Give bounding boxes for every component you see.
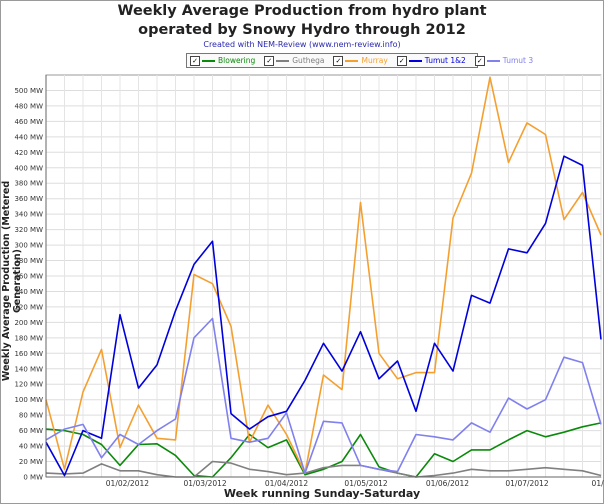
legend-swatch-tumut-3 xyxy=(486,59,500,62)
chart-title-line-1: Weekly Average Production from hydro pla… xyxy=(117,3,487,19)
x-axis-label: Week running Sunday-Saturday xyxy=(223,487,421,500)
legend-swatch-guthega xyxy=(276,59,290,62)
legend-label-murray: Murray xyxy=(361,56,388,65)
x-tick-label: 01/06/2012 xyxy=(426,479,469,488)
y-tick-label: 80 MW xyxy=(19,412,43,420)
y-tick-label: 220 MW xyxy=(14,303,43,311)
legend-item-tumut-1-2[interactable]: ✓ Tumut 1&2 xyxy=(394,55,466,66)
x-tick-label: 01/05/2012 xyxy=(344,479,387,488)
legend-swatch-murray xyxy=(345,59,359,62)
series-line-guthega xyxy=(45,460,602,478)
checkbox-checked-icon[interactable]: ✓ xyxy=(264,55,275,66)
series-line-murray xyxy=(45,76,602,474)
legend-item-guthega[interactable]: ✓ Guthega xyxy=(261,55,325,66)
legend-item-murray[interactable]: ✓ Murray xyxy=(330,55,388,66)
legend-swatch-blowering xyxy=(202,59,215,62)
x-tick-label: 01/04/2012 xyxy=(265,479,308,488)
y-tick-label: 460 MW xyxy=(14,118,43,126)
y-tick-label: 200 MW xyxy=(14,319,43,327)
y-tick-label: 320 MW xyxy=(14,226,43,234)
y-tick-label: 40 MW xyxy=(19,443,43,451)
y-tick-label: 500 MW xyxy=(14,87,43,95)
legend-label-tumut-3: Tumut 3 xyxy=(502,56,534,65)
y-tick-label: 340 MW xyxy=(14,211,43,219)
checkbox-checked-icon[interactable]: ✓ xyxy=(474,55,485,66)
y-tick-label: 420 MW xyxy=(14,149,43,157)
checkbox-checked-icon[interactable]: ✓ xyxy=(396,55,407,66)
y-tick-label: 360 MW xyxy=(14,195,43,203)
chart-title-line-2: operated by Snowy Hydro through 2012 xyxy=(138,22,466,38)
chart-title: Weekly Average Production from hydro pla… xyxy=(0,2,604,40)
x-tick-label: 01/07/2012 xyxy=(505,479,548,488)
y-tick-label: 20 MW xyxy=(19,458,43,466)
legend-label-guthega: Guthega xyxy=(292,56,325,65)
legend-label-blowering: Blowering xyxy=(218,56,256,65)
y-tick-label: 60 MW xyxy=(19,427,43,435)
y-tick-label: 400 MW xyxy=(14,164,43,172)
legend-swatch-tumut-1-2 xyxy=(408,59,422,62)
x-tick-label: 01/02/2012 xyxy=(106,479,149,488)
y-tick-label: 260 MW xyxy=(14,273,43,281)
series-line-tumut-1-2 xyxy=(45,155,602,477)
checkbox-checked-icon[interactable]: ✓ xyxy=(190,55,200,66)
y-tick-label: 300 MW xyxy=(14,242,43,250)
y-tick-label: 160 MW xyxy=(14,350,43,358)
legend-label-tumut-1-2: Tumut 1&2 xyxy=(424,56,466,65)
y-tick-label: 240 MW xyxy=(14,288,43,296)
legend-item-blowering[interactable]: ✓ Blowering xyxy=(187,55,256,66)
checkbox-checked-icon[interactable]: ✓ xyxy=(333,55,344,66)
y-tick-label: 440 MW xyxy=(14,133,43,141)
chart-legend: ✓ Blowering ✓ Guthega ✓ Murray ✓ Tumut 1… xyxy=(186,53,533,68)
y-tick-label: 380 MW xyxy=(14,180,43,188)
x-tick-label: 01/03/2012 xyxy=(183,479,226,488)
y-tick-label: 120 MW xyxy=(14,381,43,389)
y-tick-label: 180 MW xyxy=(14,334,43,342)
y-tick-label: 0 MW xyxy=(23,474,43,482)
y-tick-label: 480 MW xyxy=(14,102,43,110)
y-tick-label: 280 MW xyxy=(14,257,43,265)
y-tick-label: 140 MW xyxy=(14,365,43,373)
y-tick-label: 100 MW xyxy=(14,396,43,404)
x-tick-label: 01/08/20 xyxy=(592,479,604,488)
legend-item-tumut-3[interactable]: ✓ Tumut 3 xyxy=(472,55,534,66)
chart-subtitle: Created with NEM-Review (www.nem-review.… xyxy=(203,40,401,49)
series-line-tumut-3 xyxy=(45,317,602,474)
